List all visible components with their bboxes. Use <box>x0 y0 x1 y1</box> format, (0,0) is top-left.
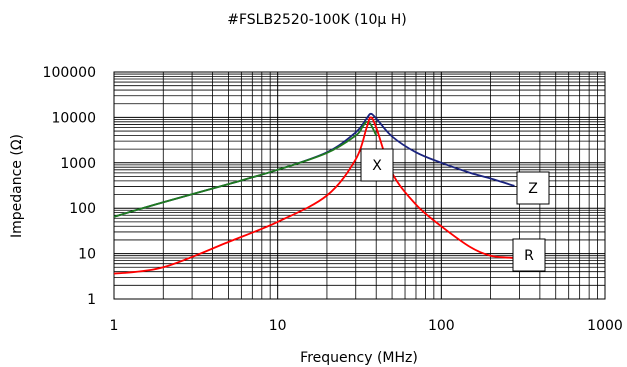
y-tick-label: 1000 <box>60 156 96 172</box>
callout-box <box>516 171 550 205</box>
callout-label: X <box>372 158 382 174</box>
x-tick-label: 1000 <box>587 318 623 334</box>
x-tick-labels: 1 10 100 1000 <box>110 318 623 334</box>
x-tick-label: 1 <box>110 318 119 334</box>
x-tick-label: 10 <box>269 318 287 334</box>
y-axis-label: Impedance (Ω) <box>9 134 25 238</box>
x-axis-label: Frequency (MHz) <box>300 350 418 366</box>
series-line-x <box>113 120 378 218</box>
y-tick-label: 100 <box>69 201 96 217</box>
y-tick-label: 1 <box>87 292 96 308</box>
callout-x: X <box>360 148 394 182</box>
chart-title: #FSLB2520-100K (10μ H) <box>227 12 406 28</box>
callout-box <box>512 238 546 272</box>
y-tick-label: 10 <box>78 247 96 263</box>
y-tick-label: 10000 <box>51 110 96 126</box>
callout-box <box>360 148 394 182</box>
series-line-r <box>113 116 515 275</box>
x-tick-label: 100 <box>428 318 455 334</box>
y-tick-labels: 1 10 100 1000 10000 100000 <box>43 65 96 308</box>
callouts: X Z R <box>360 148 550 272</box>
callout-r: R <box>512 238 546 272</box>
callout-label: R <box>524 248 534 264</box>
callout-label: Z <box>528 181 538 197</box>
y-tick-label: 100000 <box>43 65 96 81</box>
plot-frame <box>113 71 606 300</box>
callout-z: Z <box>516 171 550 205</box>
series-layer <box>113 112 515 275</box>
